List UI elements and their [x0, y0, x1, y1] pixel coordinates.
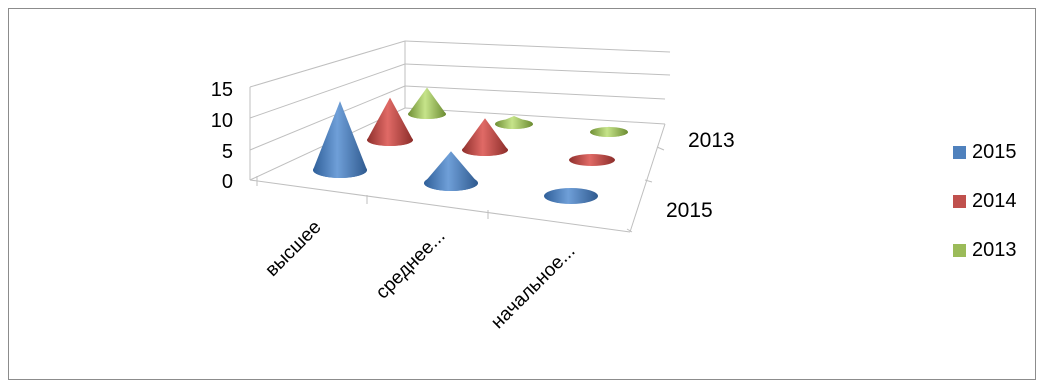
cone-marks — [313, 87, 628, 204]
cone-2013-1 — [495, 116, 533, 129]
cone-2015-1 — [424, 151, 478, 191]
cone-2015-0 — [313, 101, 367, 178]
legend-swatch-2015 — [953, 145, 966, 159]
legend-swatch-2014 — [953, 194, 966, 208]
y-axis-ticks: 0 5 10 15 — [211, 79, 233, 193]
legend-swatch-2013 — [953, 243, 966, 257]
cone-base-2014-2 — [569, 154, 615, 166]
chart-frame — [8, 8, 1036, 380]
legend-label: 2014 — [972, 189, 1017, 212]
x-axis-labels: высшее среднее... начальное... — [261, 217, 579, 333]
y-tick-15: 15 — [211, 79, 233, 101]
legend-item-2013: 2013 — [953, 236, 1017, 264]
legend-label: 2013 — [972, 238, 1017, 261]
legend-item-2014: 2014 — [953, 187, 1017, 215]
category-label-nachalnoe: начальное... — [487, 241, 579, 333]
cone-2013-2 — [590, 126, 628, 137]
category-label-srednee: среднее... — [372, 226, 450, 304]
cone-base-2015-2 — [544, 188, 598, 204]
floor-edges — [249, 123, 666, 233]
legend: 2015 2014 2013 — [953, 138, 1017, 285]
y-tick-10: 10 — [211, 110, 233, 132]
y-tick-0: 0 — [222, 171, 233, 193]
cone-2013-0 — [408, 87, 446, 119]
cone-2014-1 — [462, 118, 508, 156]
legend-label: 2015 — [972, 140, 1017, 163]
cone-2014-0 — [367, 97, 413, 146]
category-label-vysshee: высшее — [261, 217, 325, 281]
y-tick-5: 5 — [222, 141, 233, 163]
depth-axis-labels: 2015 2013 — [666, 129, 735, 222]
legend-item-2015: 2015 — [953, 138, 1017, 166]
back-wall-gridlines — [404, 40, 671, 125]
depth-label-2013: 2013 — [688, 129, 735, 152]
depth-label-2015: 2015 — [666, 199, 713, 222]
